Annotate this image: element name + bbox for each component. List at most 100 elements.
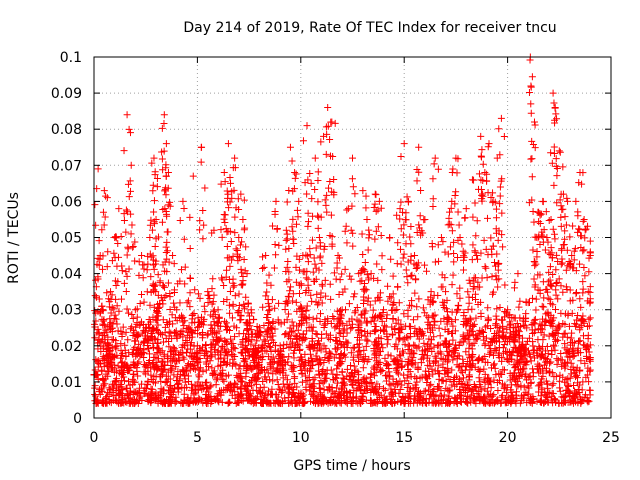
data-point: [350, 386, 358, 394]
data-point: [291, 379, 299, 387]
data-point: [362, 319, 370, 327]
data-point: [552, 155, 560, 163]
data-point: [536, 210, 544, 218]
data-point: [561, 340, 569, 348]
data-point: [123, 272, 131, 280]
data-point: [191, 385, 199, 393]
data-point: [144, 260, 152, 268]
data-point: [464, 399, 472, 407]
data-point: [233, 246, 241, 254]
data-point: [428, 399, 436, 407]
data-point: [539, 372, 547, 380]
data-point: [142, 389, 150, 397]
data-point: [92, 356, 100, 364]
data-point: [367, 318, 375, 326]
data-point: [114, 362, 122, 370]
data-point: [437, 283, 445, 291]
data-point: [547, 318, 555, 326]
data-point: [570, 381, 577, 389]
data-point: [532, 295, 540, 303]
data-point: [342, 222, 350, 230]
data-point: [112, 387, 120, 395]
data-point: [439, 363, 447, 371]
data-point: [201, 184, 209, 192]
data-point: [316, 252, 324, 260]
data-point: [170, 371, 178, 379]
data-point: [456, 294, 464, 302]
data-point: [292, 400, 300, 408]
data-point: [131, 257, 139, 265]
y-tick-label: 0.05: [51, 231, 82, 247]
data-point: [378, 252, 386, 260]
data-point: [498, 370, 506, 378]
y-tick-label: 0.06: [51, 194, 82, 210]
data-point: [531, 144, 539, 152]
data-point: [240, 226, 248, 234]
data-point: [236, 316, 244, 324]
data-point: [264, 369, 272, 377]
data-point: [380, 322, 388, 330]
data-point: [411, 324, 419, 332]
data-point: [229, 302, 237, 310]
data-point: [404, 312, 412, 320]
data-point: [292, 278, 300, 286]
data-point: [380, 399, 388, 407]
data-point: [544, 380, 552, 388]
data-point: [452, 188, 460, 196]
data-point: [95, 329, 103, 337]
data-point: [343, 365, 351, 373]
data-point: [188, 319, 196, 327]
data-point: [308, 327, 316, 335]
data-point: [413, 390, 421, 398]
data-point: [102, 192, 110, 200]
data-point: [393, 306, 401, 314]
data-point: [500, 341, 508, 349]
data-point: [279, 380, 287, 388]
data-point: [397, 198, 405, 206]
data-point: [460, 374, 468, 382]
data-point: [418, 373, 426, 381]
data-point: [543, 394, 551, 402]
data-point: [275, 385, 283, 393]
data-point: [340, 350, 348, 358]
data-point: [99, 208, 107, 216]
data-point: [485, 140, 493, 148]
data-point: [523, 337, 531, 345]
data-point: [529, 342, 537, 350]
data-point: [360, 346, 368, 354]
data-point: [493, 305, 501, 313]
data-point: [515, 303, 523, 311]
data-point: [101, 213, 109, 221]
data-point: [528, 320, 536, 328]
data-point: [259, 388, 267, 396]
data-point: [343, 206, 351, 214]
data-point: [105, 384, 113, 392]
data-point: [376, 358, 384, 366]
data-point: [259, 377, 267, 385]
data-point: [237, 378, 245, 386]
data-point: [541, 398, 549, 406]
data-point: [571, 387, 579, 395]
data-point: [553, 355, 561, 363]
data-point: [497, 114, 505, 122]
data-point: [91, 334, 99, 342]
data-point: [404, 390, 412, 398]
data-point: [185, 377, 193, 385]
data-point: [429, 175, 437, 183]
data-point: [404, 346, 412, 354]
data-point: [227, 335, 235, 343]
data-point: [109, 380, 117, 388]
data-point: [270, 264, 278, 272]
data-point: [529, 207, 537, 215]
data-point: [334, 379, 342, 387]
data-point: [134, 360, 142, 368]
data-point: [341, 396, 349, 404]
data-point: [313, 330, 321, 338]
data-point: [348, 381, 356, 389]
data-point: [358, 230, 366, 238]
data-point: [401, 340, 409, 348]
data-point: [250, 315, 258, 323]
data-point: [233, 398, 241, 406]
data-point: [149, 181, 157, 189]
data-point: [209, 275, 217, 283]
